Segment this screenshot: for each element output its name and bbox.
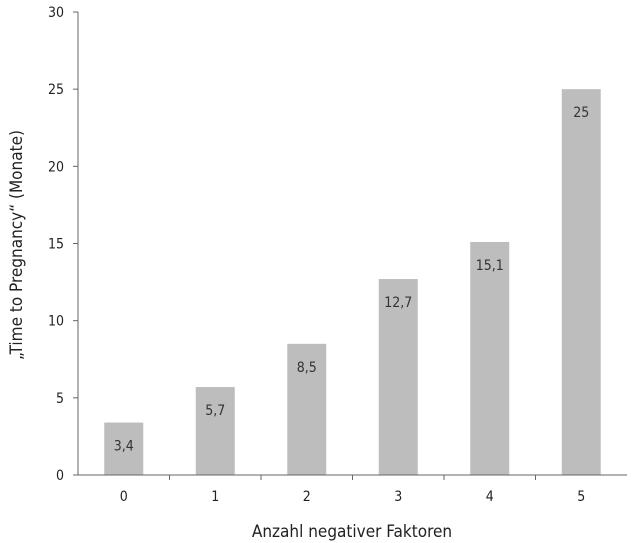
bar-1 bbox=[195, 387, 235, 475]
x-tick-label-5: 5 bbox=[577, 489, 585, 505]
bar-3 bbox=[378, 278, 418, 475]
data-label-3: 12,7 bbox=[384, 295, 412, 311]
data-label-0: 3,4 bbox=[114, 439, 134, 455]
y-tick-label-15: 15 bbox=[48, 237, 64, 253]
data-label-1: 5,7 bbox=[205, 403, 225, 419]
y-tick-label-30: 30 bbox=[48, 5, 64, 21]
y-tick-label-25: 25 bbox=[48, 82, 64, 98]
data-label-2: 8,5 bbox=[297, 360, 317, 376]
data-label-5: 25 bbox=[573, 105, 589, 121]
y-tick-label-20: 20 bbox=[48, 159, 64, 175]
x-tick-label-4: 4 bbox=[486, 489, 494, 505]
bar-5 bbox=[561, 89, 601, 476]
x-tick-label-3: 3 bbox=[394, 489, 402, 505]
axes-group: 0 1 2 3 4 5 0 5 10 15 20 25 30 bbox=[48, 5, 627, 505]
y-axis-title: „Time to Pregnancy“ (Monate) bbox=[7, 130, 27, 360]
x-axis-title: Anzahl negativer Faktoren bbox=[252, 522, 452, 542]
bar-2 bbox=[287, 343, 327, 475]
bar-0 bbox=[104, 422, 144, 475]
data-labels-group: 3,4 5,7 8,5 12,7 15,1 25 bbox=[114, 105, 590, 454]
x-tick-label-1: 1 bbox=[211, 489, 219, 505]
bar-4 bbox=[470, 241, 510, 475]
y-tick-label-0: 0 bbox=[56, 468, 64, 484]
x-tick-label-2: 2 bbox=[303, 489, 311, 505]
x-tick-label-0: 0 bbox=[120, 489, 128, 505]
y-tick-label-10: 10 bbox=[48, 314, 64, 330]
y-tick-label-5: 5 bbox=[56, 391, 64, 407]
data-label-4: 15,1 bbox=[476, 258, 504, 274]
bars-group bbox=[104, 89, 601, 476]
